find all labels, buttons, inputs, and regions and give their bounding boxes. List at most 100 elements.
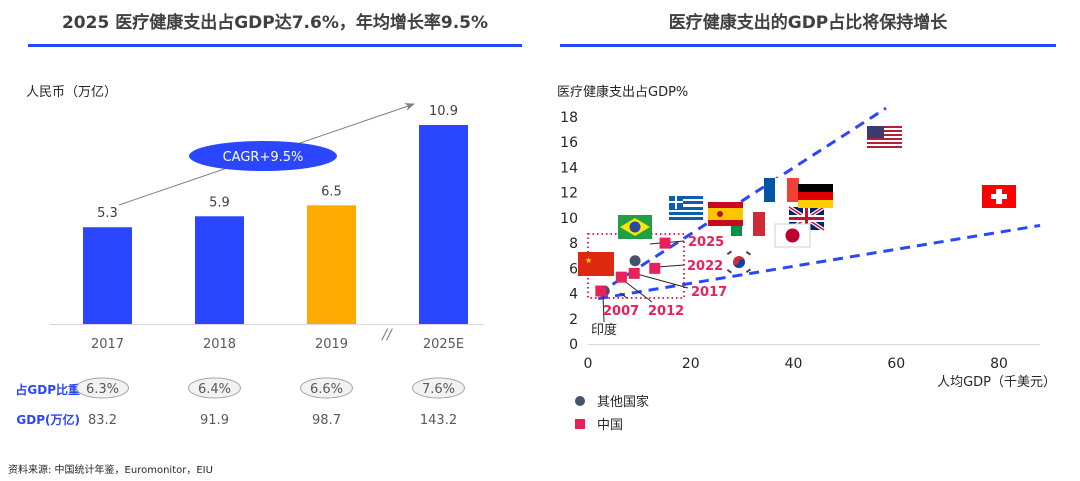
y-tick-label: 14: [560, 160, 578, 176]
gdp-row-label: GDP(万亿): [16, 412, 80, 427]
year-label-2012: 2012: [648, 304, 684, 319]
y-tick-label: 0: [569, 337, 578, 353]
x-tick-label: 2018: [203, 337, 236, 352]
y-tick-label: 6: [569, 261, 578, 277]
china-point-2012: [615, 271, 627, 283]
legend-label-china: 中国: [597, 418, 623, 433]
x-tick-label: 60: [887, 356, 905, 372]
callout-line-2012: [622, 279, 653, 303]
bar-value-label: 10.9: [429, 104, 458, 119]
flag-japan: [774, 223, 811, 248]
left-title-underline: [28, 44, 522, 47]
y-tick-label: 16: [560, 135, 578, 151]
bar-value-label: 6.5: [321, 184, 342, 199]
unit-label: 人民币（万亿）: [26, 85, 117, 100]
x-tick-label: 40: [785, 356, 803, 372]
x-tick-label: 2017: [91, 337, 124, 352]
flag-germany: [798, 184, 833, 208]
callout-line-2007: [619, 292, 628, 299]
bar-2019: [307, 205, 356, 324]
y-tick-label: 10: [560, 211, 578, 227]
y-axis-title: 医疗健康支出占GDP%: [557, 84, 688, 100]
x-tick-labels: 0 20 40 60 80: [584, 356, 1008, 372]
gdp-value: 98.7: [312, 413, 341, 428]
india-label: 印度: [591, 322, 617, 338]
china-point-2017: [628, 267, 640, 279]
x-tick-label: 0: [584, 356, 593, 372]
bar-2017: [83, 227, 132, 324]
year-label-2017: 2017: [691, 285, 727, 300]
year-label-2022: 2022: [687, 259, 723, 274]
flag-france: [764, 178, 799, 202]
share-row-label: 占GDP比重: [15, 382, 80, 397]
legend-circle-icon: [575, 396, 585, 406]
gdp-share-value: 6.4%: [198, 382, 231, 397]
callout-line-2017: [636, 273, 689, 289]
gdp-share-badge: [300, 377, 353, 399]
gdp-share-badge: [76, 377, 129, 399]
x-axis-title: 人均GDP（千美元）: [937, 375, 1056, 390]
flag-italy: [731, 212, 765, 236]
bars: 5.3 5.9 6.5 10.9: [83, 104, 468, 324]
china-point-2025: [659, 237, 671, 249]
gdp-share-value: 7.6%: [422, 382, 455, 397]
x-tick-label: 2025E: [423, 337, 464, 352]
y-tick-label: 4: [569, 287, 578, 303]
flag-korea: [726, 250, 752, 274]
flag-switzerland: [982, 185, 1016, 208]
china-point-2007: [595, 285, 607, 297]
y-tick-label: 18: [560, 110, 578, 126]
x-tick-label: 20: [682, 356, 700, 372]
year-label-2007: 2007: [603, 304, 639, 319]
legend-label-other: 其他国家: [597, 394, 649, 410]
gdp-value-row: 83.2 91.9 98.7 143.2: [88, 413, 457, 428]
china-highlight-box: [587, 233, 685, 299]
flag-greece: [669, 196, 703, 220]
year-label-2025: 2025: [688, 235, 724, 250]
star-icon: ★: [585, 256, 592, 265]
y-tick-label: 8: [569, 236, 578, 252]
bar-chart: 人民币（万亿） 5.35.96.510.9 CAGR+9.5% // 2017 2…: [8, 85, 484, 476]
flag-brazil: [618, 215, 652, 239]
trend-line-lower: [598, 223, 1041, 301]
callout-line-2022: [656, 264, 685, 268]
gdp-share-row: 6.3% 6.4% 6.6% 7.6%: [76, 377, 465, 399]
gdp-share-value: 6.3%: [86, 382, 119, 397]
bar-value-label: 5.9: [209, 195, 230, 210]
bar-2018: [195, 216, 244, 324]
left-title: 2025 医疗健康支出占GDP达7.6%，年均增长率9.5%: [61, 13, 489, 33]
gdp-value: 91.9: [200, 413, 229, 428]
cagr-badge: [189, 141, 337, 171]
right-title: 医疗健康支出的GDP占比将保持增长: [668, 13, 948, 33]
other-country-points: [598, 255, 641, 297]
bar-2025E: [419, 125, 468, 324]
flag-china: ★: [578, 252, 614, 276]
trend-lines: [597, 106, 1041, 301]
china-point-2022: [649, 262, 661, 274]
china-callouts: [602, 240, 689, 323]
gdp-share-badge: [412, 377, 465, 399]
x-tick-label: 80: [990, 356, 1008, 372]
flag-uk: [787, 205, 826, 232]
y-tick-label: 12: [560, 186, 578, 202]
x-tick-label: 2019: [315, 337, 348, 352]
other-country-point: [598, 285, 610, 297]
gdp-value: 143.2: [420, 413, 457, 428]
right-title-underline: [560, 44, 1056, 47]
y-tick-label: 2: [569, 312, 578, 328]
other-country-point: [629, 255, 641, 267]
callout-line-india: [602, 294, 605, 323]
bar-value-label: 5.3: [97, 206, 118, 221]
gdp-share-badge: [188, 377, 241, 399]
flag-usa: [867, 126, 902, 150]
x-tick-labels: 2017 2018 2019 2025E: [91, 337, 464, 352]
y-tick-labels: 0 2 4 6 8 10 12 14 16 18: [560, 110, 578, 353]
flag-spain: [708, 202, 743, 226]
trend-line-upper: [597, 106, 887, 295]
china-points: [595, 237, 671, 297]
callout-line-2025: [649, 240, 685, 245]
cagr-label: CAGR+9.5%: [223, 150, 304, 165]
source-note: 资料来源: 中国统计年鉴，Euromonitor，EIU: [8, 463, 213, 476]
legend-square-icon: [575, 419, 585, 429]
gdp-value: 83.2: [88, 413, 117, 428]
